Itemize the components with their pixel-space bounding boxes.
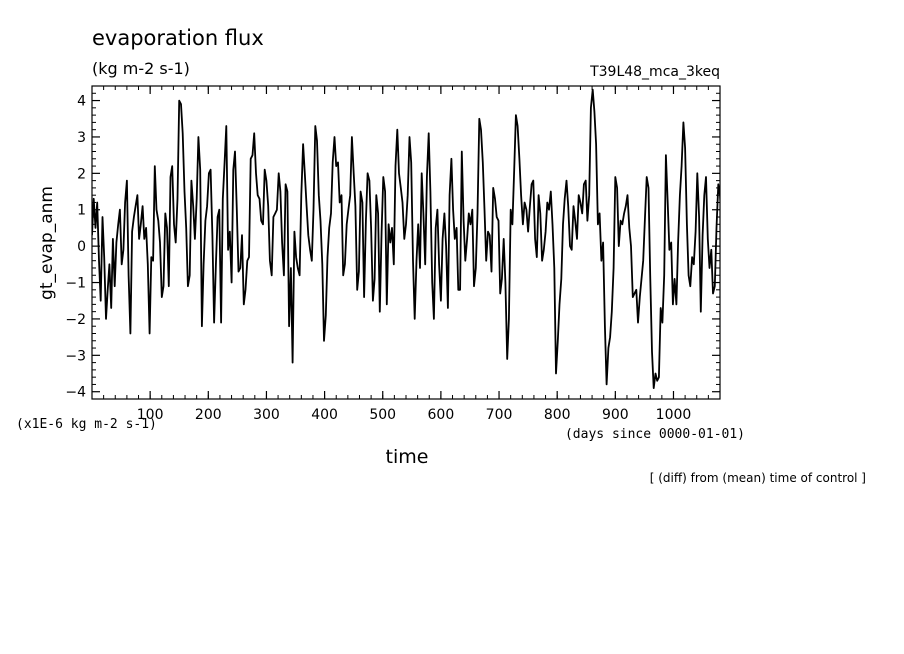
run-label: T39L48_mca_3keq xyxy=(589,64,720,80)
chart-subtitle: (kg m-2 s-1) xyxy=(92,59,190,78)
series-layer xyxy=(92,88,720,390)
y-unit-note: (x1E-6 kg m-2 s-1) xyxy=(16,417,157,432)
y-axis-tick-labels: −4 −3 −2 −1 0 1 2 3 4 xyxy=(65,94,86,401)
x-tick-label: 500 xyxy=(369,407,396,423)
y-tick-label: −3 xyxy=(65,348,86,364)
x-tick-label: 900 xyxy=(602,407,629,423)
y-tick-label: 2 xyxy=(77,166,86,182)
x-axis-ticks xyxy=(103,86,709,399)
series-line-1 xyxy=(92,88,720,390)
chart-title: evaporation flux xyxy=(92,26,264,50)
x-unit-note: (days since 0000-01-01) xyxy=(565,427,745,442)
x-tick-label: 200 xyxy=(195,407,222,423)
x-axis-tick-labels: 100 200 300 400 500 600 700 800 900 1000 xyxy=(137,407,692,423)
x-tick-label: 400 xyxy=(311,407,338,423)
y-tick-label: 1 xyxy=(77,203,86,219)
x-tick-label: 700 xyxy=(486,407,513,423)
x-tick-label: 600 xyxy=(428,407,455,423)
x-tick-label: 300 xyxy=(253,407,280,423)
y-tick-label: −2 xyxy=(65,312,86,328)
y-axis-label: gt_evap_anm xyxy=(37,186,57,300)
x-tick-label: 1000 xyxy=(656,407,692,423)
x-tick-label: 100 xyxy=(137,407,164,423)
y-tick-label: 4 xyxy=(77,94,86,110)
footnote: [ (diff) from (mean) time of control ] xyxy=(650,471,866,485)
y-tick-label: −1 xyxy=(65,276,86,292)
y-tick-label: 0 xyxy=(77,239,86,255)
y-tick-label: −4 xyxy=(65,385,86,401)
y-tick-label: 3 xyxy=(77,130,86,146)
x-tick-label: 800 xyxy=(544,407,571,423)
y-axis-ticks xyxy=(92,85,720,400)
x-axis-label: time xyxy=(386,446,429,468)
